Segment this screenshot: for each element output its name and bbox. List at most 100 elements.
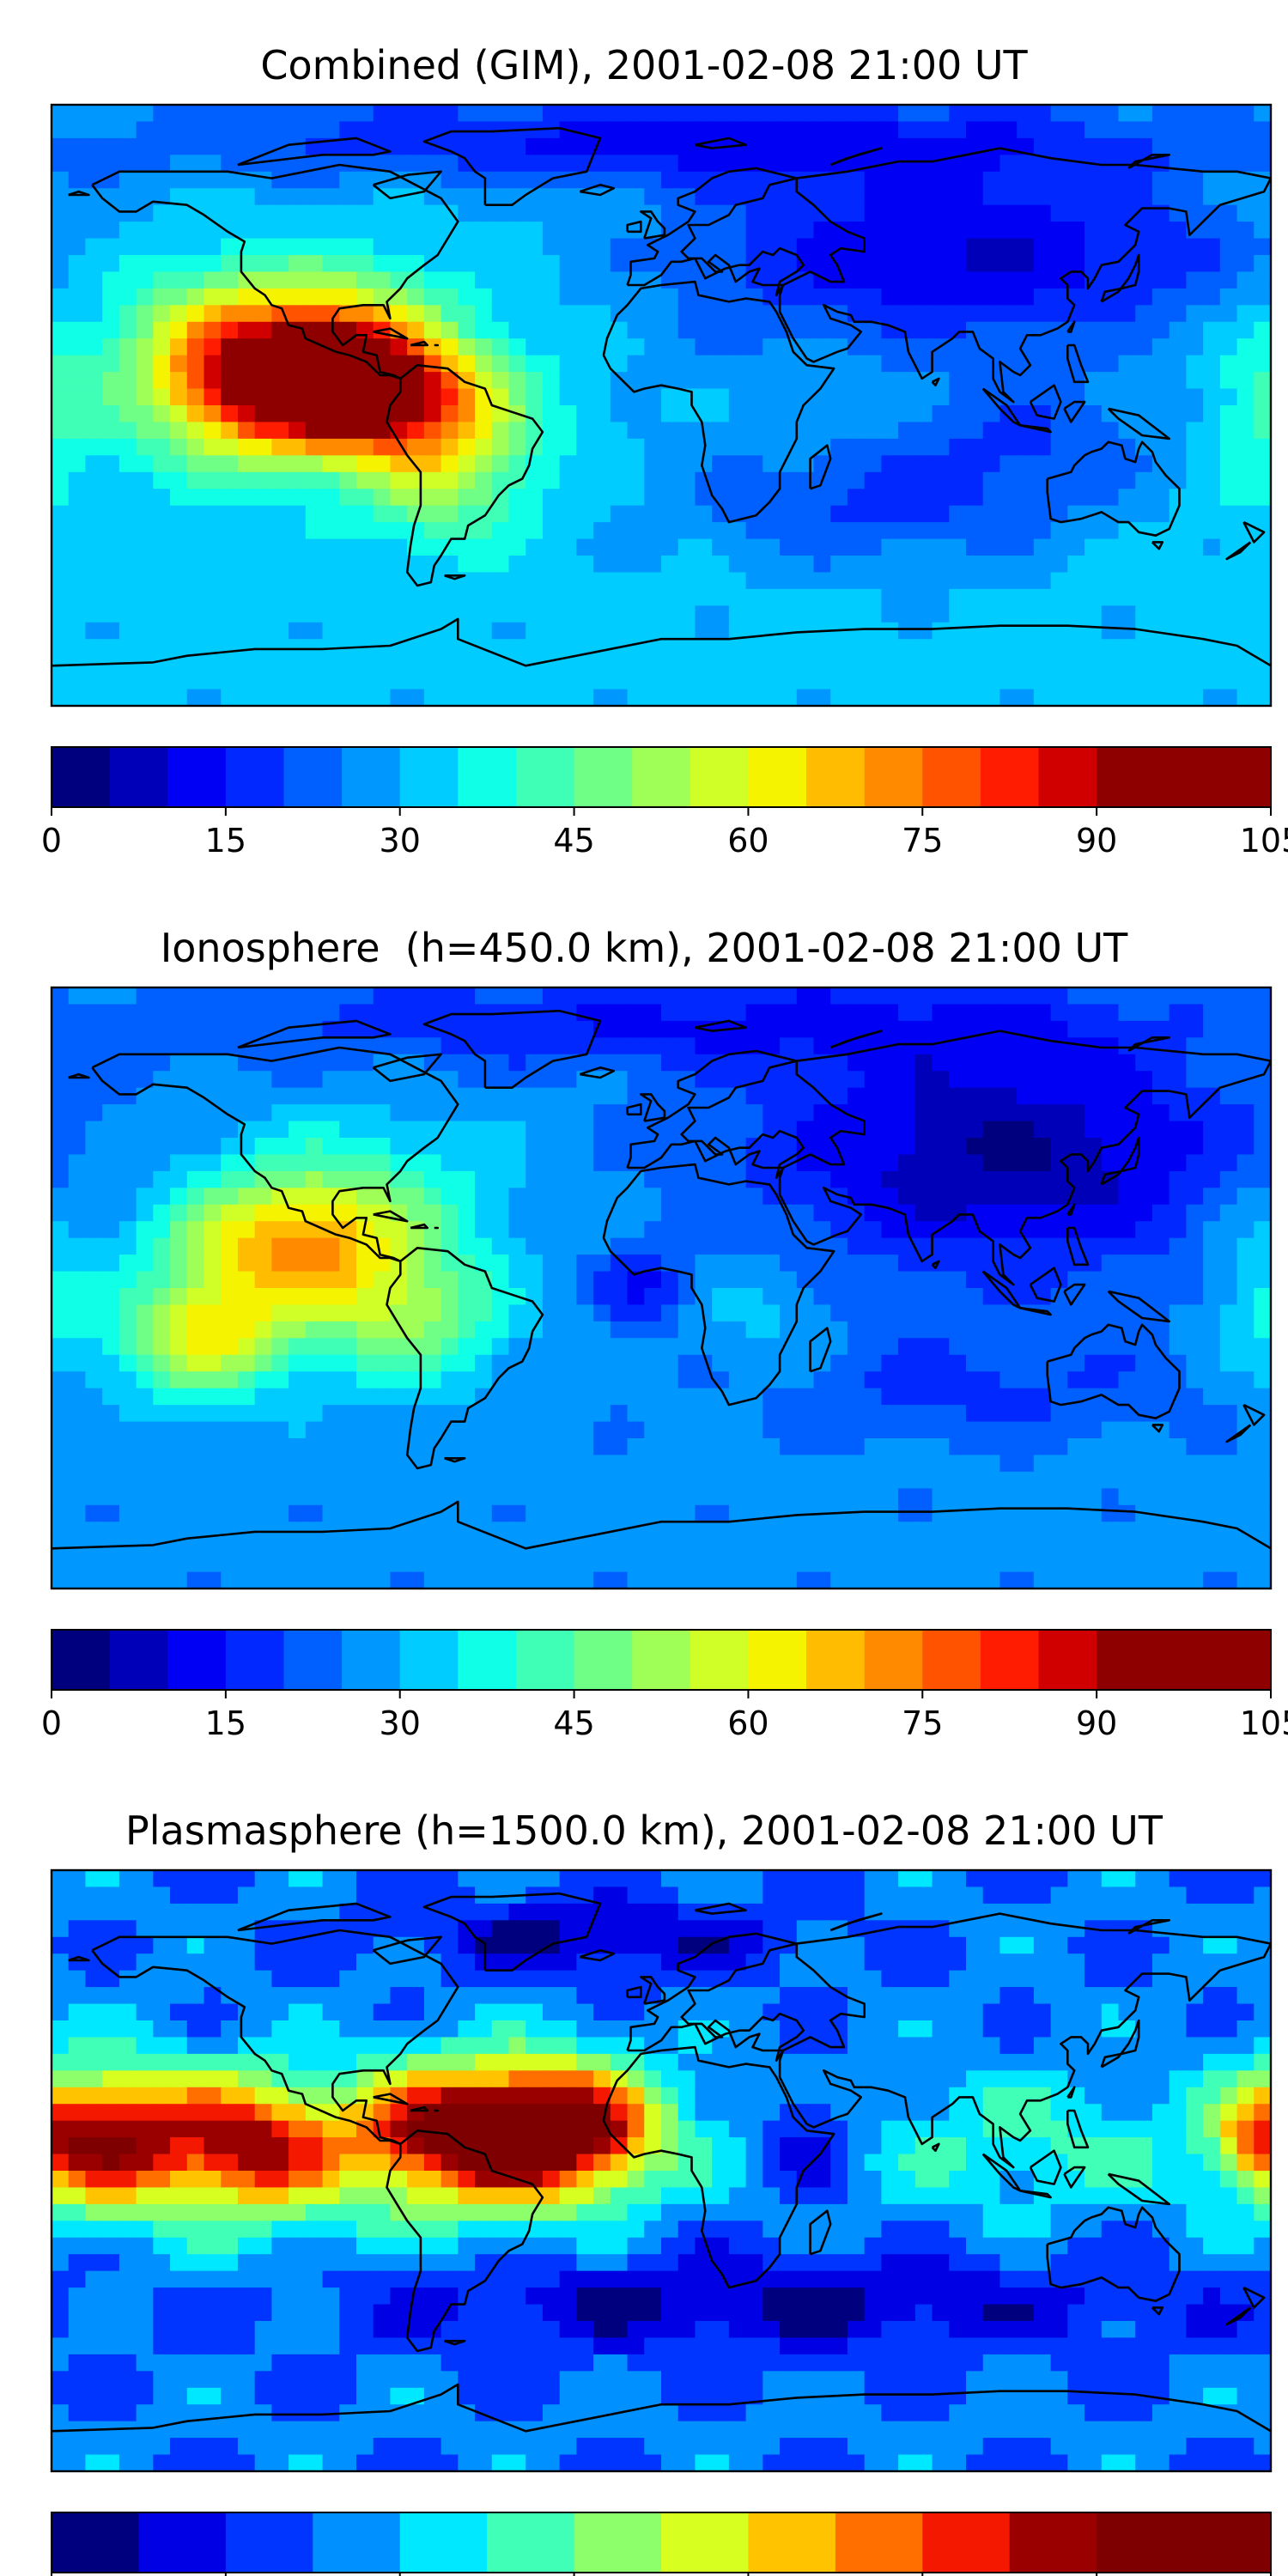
field-cell	[677, 522, 696, 540]
field-cell	[440, 672, 459, 690]
field-cell	[1254, 155, 1271, 173]
field-cell	[289, 238, 307, 256]
field-cell	[576, 1204, 594, 1222]
field-cell	[728, 1271, 747, 1289]
field-cell	[864, 1405, 882, 1423]
field-cell	[949, 238, 967, 256]
field-cell	[966, 188, 984, 206]
field-cell	[559, 1438, 577, 1456]
field-cell	[68, 1188, 87, 1206]
field-cell	[914, 1154, 933, 1172]
field-cell	[898, 1438, 916, 1456]
field-cell	[204, 338, 222, 356]
field-cell	[1219, 255, 1238, 273]
field-cell	[695, 321, 713, 339]
field-cell	[847, 1338, 866, 1356]
field-cell	[407, 1304, 425, 1322]
field-cell	[271, 556, 289, 574]
field-cell	[305, 1504, 324, 1522]
field-cell	[728, 1504, 747, 1522]
field-cell	[118, 1204, 137, 1222]
field-cell	[1084, 222, 1103, 240]
field-cell	[847, 388, 866, 406]
field-cell	[170, 1221, 188, 1239]
field-cell	[728, 1087, 747, 1105]
field-cell	[423, 1338, 442, 1356]
field-cell	[1151, 1504, 1170, 1522]
field-cell	[85, 1255, 103, 1273]
field-cell	[661, 321, 679, 339]
field-cell	[1203, 1138, 1221, 1156]
field-cell	[576, 1037, 594, 1055]
field-cell	[695, 171, 713, 189]
field-cell	[1050, 1204, 1068, 1222]
field-cell	[170, 1121, 188, 1139]
field-cell	[864, 572, 882, 590]
field-cell	[745, 288, 763, 306]
field-cell	[762, 121, 781, 139]
field-cell	[339, 1237, 357, 1255]
field-cell	[728, 1121, 747, 1139]
field-cell	[1203, 522, 1221, 540]
field-cell	[1169, 171, 1187, 189]
field-cell	[1254, 121, 1271, 139]
field-cell	[559, 238, 577, 256]
field-cell	[254, 1071, 272, 1089]
field-cell	[1254, 288, 1271, 306]
field-cell	[1169, 1455, 1187, 1473]
field-cell	[813, 188, 831, 206]
field-cell	[339, 1304, 357, 1322]
field-cell	[1017, 137, 1035, 155]
field-cell	[898, 422, 916, 440]
field-cell	[1067, 1170, 1085, 1188]
field-cell	[204, 505, 222, 523]
field-cell	[780, 1037, 798, 1055]
field-cell	[610, 1354, 629, 1372]
field-cell	[1203, 1421, 1221, 1439]
field-cell	[559, 572, 577, 590]
field-cell	[1017, 655, 1035, 673]
field-cell	[796, 121, 815, 139]
field-cell	[1135, 238, 1153, 256]
field-cell	[999, 538, 1018, 556]
field-cell	[982, 204, 1001, 222]
field-cell	[407, 372, 425, 390]
field-cell	[52, 588, 70, 606]
field-cell	[864, 321, 882, 339]
field-cell	[305, 1104, 324, 1122]
field-cell	[237, 1371, 256, 1389]
field-cell	[1219, 222, 1238, 240]
field-cell	[526, 338, 544, 356]
field-cell	[593, 987, 611, 1005]
field-cell	[186, 271, 205, 289]
field-cell	[966, 1020, 984, 1038]
field-cell	[966, 1288, 984, 1306]
field-cell	[796, 438, 815, 456]
field-cell	[593, 1354, 611, 1372]
field-cell	[932, 1438, 950, 1456]
field-cell	[254, 1504, 272, 1522]
field-cell	[102, 1188, 120, 1206]
field-cell	[407, 1188, 425, 1206]
field-cell	[136, 1354, 154, 1372]
field-cell	[932, 1004, 950, 1022]
field-cell	[932, 271, 950, 289]
field-cell	[373, 538, 392, 556]
field-cell	[881, 1321, 899, 1339]
field-cell	[204, 1087, 222, 1105]
field-cell	[898, 987, 916, 1005]
field-cell	[864, 1338, 882, 1356]
field-cell	[1135, 1054, 1153, 1072]
field-cell	[1033, 505, 1052, 523]
field-cell	[914, 1338, 933, 1356]
field-cell	[695, 1338, 713, 1356]
field-cell	[966, 355, 984, 373]
field-cell	[576, 1020, 594, 1038]
field-cell	[1033, 105, 1052, 123]
field-cell	[1118, 1438, 1136, 1456]
field-cell	[576, 388, 594, 406]
field-cell	[966, 1371, 984, 1389]
field-cell	[999, 438, 1018, 456]
field-cell	[1203, 1471, 1221, 1489]
field-cell	[508, 1121, 526, 1139]
